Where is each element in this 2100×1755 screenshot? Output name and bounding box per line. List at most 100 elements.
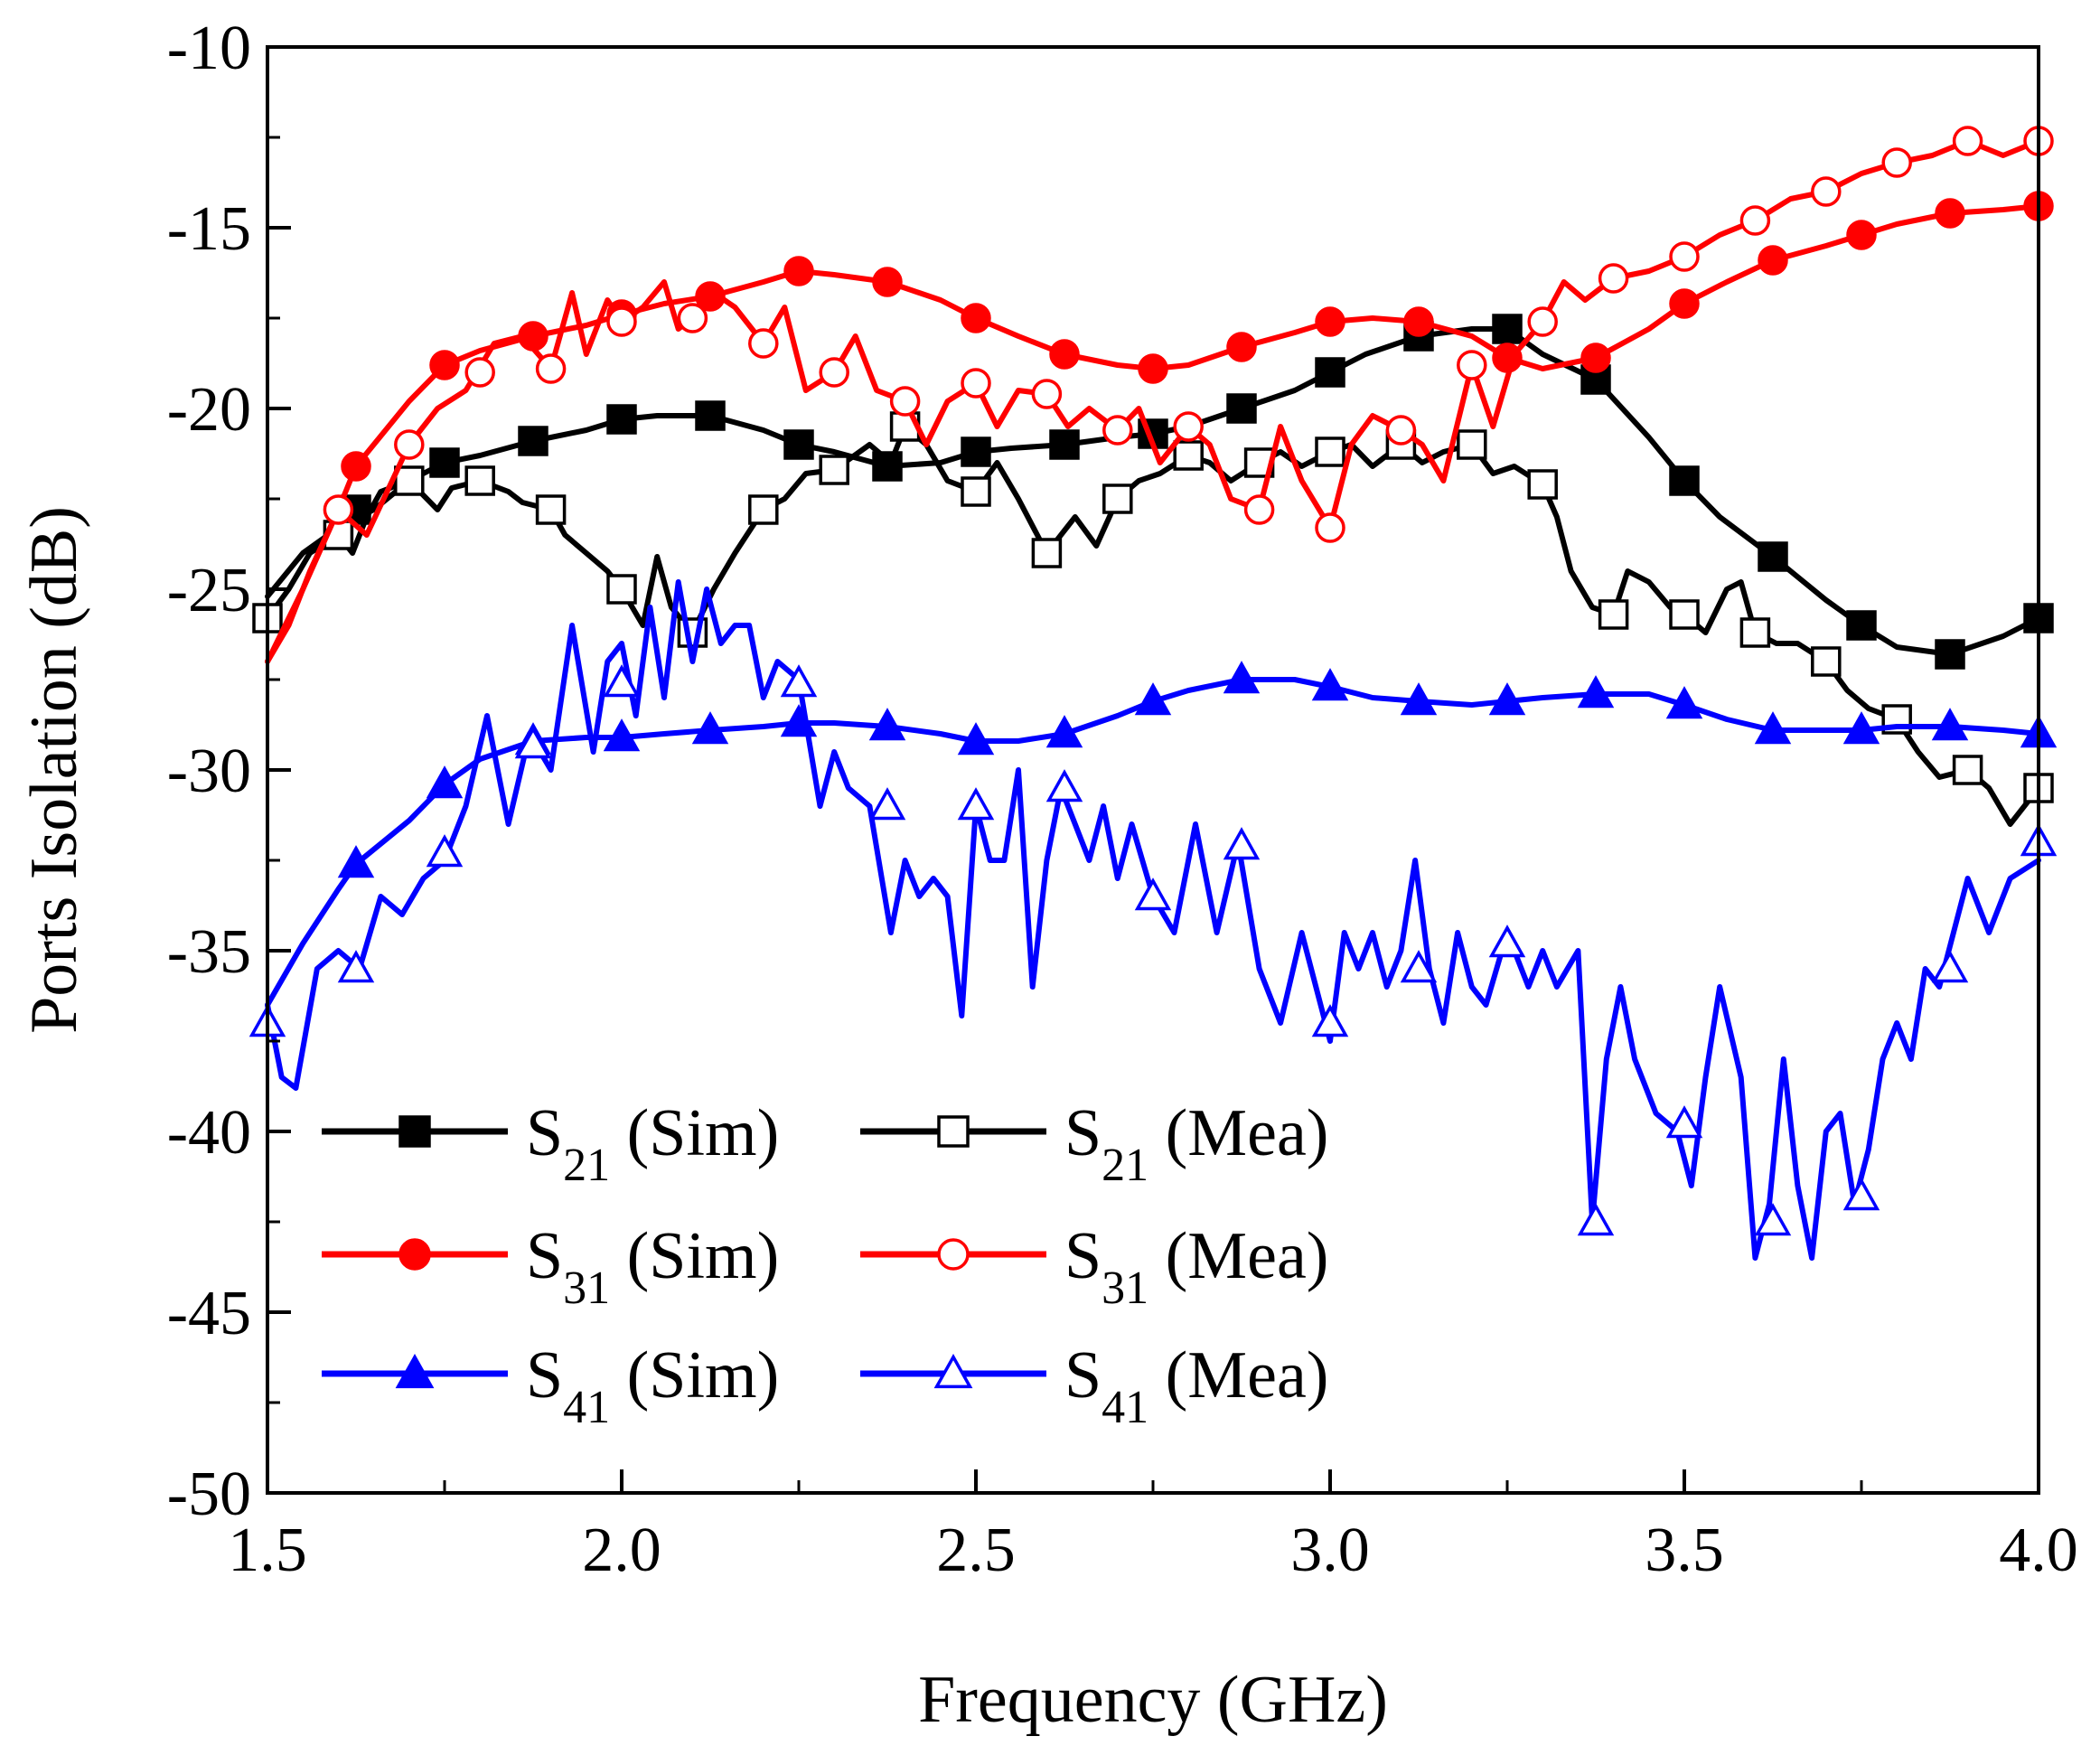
- legend-marker: [937, 1115, 970, 1148]
- series-layer: [248, 126, 2058, 1261]
- data-point-marker: [957, 722, 995, 755]
- data-point-marker: [868, 708, 906, 741]
- data-point-marker: [1400, 682, 1438, 716]
- legend-marker: [395, 1354, 435, 1389]
- data-point-marker: [1846, 610, 1877, 641]
- series-s21-mea-: [252, 411, 2054, 827]
- data-point-marker: [1739, 617, 1771, 648]
- legend-item: S41 (Sim): [322, 1338, 779, 1433]
- data-point-marker: [1102, 483, 1133, 514]
- data-point-marker: [1577, 1203, 1615, 1236]
- data-point-marker: [1403, 306, 1434, 337]
- data-point-marker: [1311, 668, 1349, 701]
- data-point-marker: [1173, 411, 1204, 442]
- data-point-marker: [1598, 263, 1629, 294]
- data-point-marker: [1049, 429, 1080, 460]
- data-point-marker: [429, 447, 460, 478]
- data-point-marker: [1492, 314, 1523, 344]
- data-point-marker: [1580, 343, 1611, 373]
- data-point-marker: [1385, 415, 1417, 446]
- series-s21-sim-: [265, 314, 2054, 670]
- data-point-marker: [603, 664, 641, 698]
- data-point-marker: [1842, 1178, 1880, 1211]
- x-tick-label: 4.0: [1999, 1516, 2078, 1585]
- y-tick-label: -15: [167, 194, 251, 264]
- data-point-marker: [1669, 465, 1700, 496]
- legend: S21 (Sim) S21 (Mea) S31 (Sim) S31 (Mea) S41 …: [322, 1096, 1328, 1433]
- y-tick-label: -40: [167, 1098, 251, 1168]
- data-point-marker: [1031, 379, 1063, 409]
- data-point-marker: [889, 386, 921, 417]
- data-point-marker: [819, 455, 849, 485]
- data-point-marker: [429, 350, 460, 380]
- legend-label: S31 (Mea): [1064, 1219, 1328, 1314]
- data-point-marker: [1577, 675, 1615, 709]
- data-point-marker: [1846, 220, 1877, 250]
- data-point-marker: [1811, 646, 1842, 677]
- data-point-marker: [1102, 415, 1133, 446]
- data-point-marker: [1527, 306, 1558, 337]
- data-point-marker: [1457, 429, 1487, 460]
- data-point-marker: [1669, 599, 1700, 630]
- data-point-marker: [337, 950, 375, 983]
- data-point-marker: [341, 451, 371, 482]
- data-point-marker: [464, 357, 495, 388]
- data-point-marker: [961, 368, 991, 399]
- legend-item: S41 (Mea): [860, 1338, 1328, 1433]
- y-tick-label: -25: [167, 556, 251, 625]
- data-point-marker: [1665, 1105, 1703, 1139]
- data-point-marker: [1598, 599, 1629, 630]
- legend-label: S31 (Sim): [526, 1219, 779, 1314]
- legend-item: S31 (Mea): [860, 1219, 1328, 1314]
- data-point-marker: [606, 404, 637, 435]
- data-point-marker: [394, 429, 425, 460]
- data-point-marker: [783, 429, 814, 460]
- data-point-marker: [691, 711, 729, 745]
- data-point-marker: [957, 787, 995, 821]
- data-point-marker: [1842, 711, 1880, 745]
- data-point-marker: [606, 306, 637, 337]
- y-tick-label: -10: [167, 14, 251, 83]
- data-point-marker: [868, 787, 906, 821]
- y-tick-label: -45: [167, 1279, 251, 1348]
- data-point-marker: [1226, 332, 1257, 362]
- data-point-marker: [677, 303, 708, 333]
- data-point-marker: [337, 845, 375, 878]
- data-point-marker: [1045, 769, 1083, 802]
- data-point-marker: [1754, 711, 1792, 745]
- data-point-marker: [1758, 541, 1788, 572]
- y-tick-label: -30: [167, 737, 251, 806]
- legend-marker: [933, 1354, 973, 1389]
- data-point-marker: [748, 494, 779, 525]
- data-point-marker: [1669, 288, 1700, 319]
- data-point-marker: [535, 494, 567, 525]
- data-point-marker: [323, 494, 354, 525]
- data-point-marker: [1488, 924, 1526, 958]
- legend-item: S31 (Sim): [322, 1219, 779, 1314]
- data-point-marker: [1669, 241, 1700, 272]
- data-point-marker: [426, 834, 464, 868]
- data-point-marker: [1134, 682, 1172, 716]
- series-s31-mea-: [265, 126, 2054, 664]
- x-axis-label: Frequency (GHz): [918, 1663, 1388, 1737]
- x-tick-label: 3.5: [1645, 1516, 1724, 1585]
- data-point-marker: [603, 718, 641, 752]
- data-point-marker: [464, 465, 495, 496]
- data-point-marker: [1049, 339, 1080, 370]
- data-point-marker: [695, 400, 726, 431]
- series-line: [265, 138, 2041, 664]
- y-axis-label: Ports Isolation (dB): [17, 506, 91, 1034]
- data-point-marker: [780, 664, 818, 698]
- data-point-marker: [1488, 682, 1526, 716]
- legend-label: S41 (Mea): [1064, 1338, 1328, 1433]
- data-point-marker: [1931, 708, 1969, 741]
- legend-marker: [937, 1238, 970, 1271]
- data-point-marker: [1952, 755, 1983, 785]
- x-tick-label: 1.5: [228, 1516, 307, 1585]
- data-point-marker: [1315, 512, 1345, 543]
- data-point-marker: [1811, 176, 1842, 207]
- data-point-marker: [1758, 245, 1788, 276]
- data-point-marker: [1134, 878, 1172, 911]
- legend-marker: [398, 1238, 431, 1271]
